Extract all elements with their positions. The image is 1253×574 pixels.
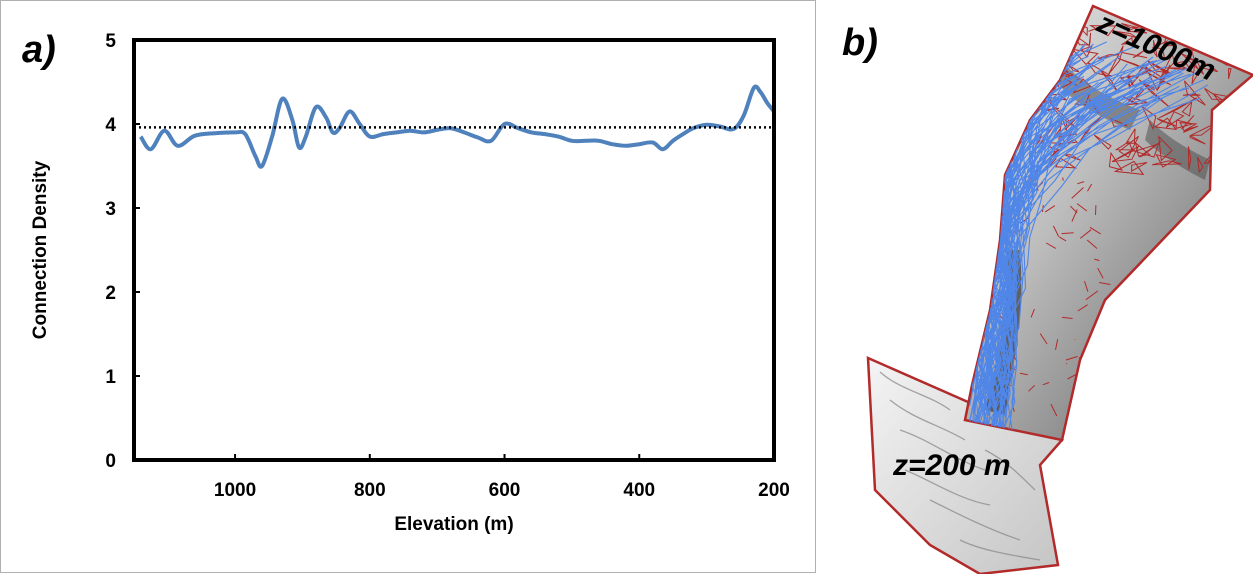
panel-a-border <box>0 0 816 573</box>
x-tick-label: 200 <box>758 480 790 501</box>
series-layer <box>134 84 774 169</box>
plot-frame <box>132 38 776 462</box>
bottom-elevation-label: z=200 m <box>892 449 1011 482</box>
x-axis-title: Elevation (m) <box>394 514 513 535</box>
y-tick-label: 0 <box>105 451 116 472</box>
x-tick-label: 600 <box>489 480 521 501</box>
panel-a: a) 0 1 2 3 4 5 1000 800 600 400 200 Elevation (m)… <box>0 0 816 573</box>
x-tick-label: 800 <box>354 480 386 501</box>
panel-b-label: b) <box>842 22 878 64</box>
panel-a-label: a) <box>22 29 56 71</box>
x-tick-label: 400 <box>623 480 655 501</box>
connection-density-chart: 0 1 2 3 4 5 1000 800 600 400 200 Elevation (m) Co… <box>30 31 790 535</box>
fan-relief-lines <box>879 371 1041 561</box>
y-tick-label: 3 <box>105 199 116 220</box>
y-tick-label: 1 <box>105 367 116 388</box>
y-axis-title: Connection Density <box>30 160 51 339</box>
y-tick-label: 4 <box>105 115 116 136</box>
x-tick-label: 1000 <box>214 480 256 501</box>
panel-b: b) z=1000m z=200 m <box>842 4 1253 574</box>
y-tick-label: 5 <box>105 31 116 52</box>
y-tick-label: 2 <box>105 283 116 304</box>
